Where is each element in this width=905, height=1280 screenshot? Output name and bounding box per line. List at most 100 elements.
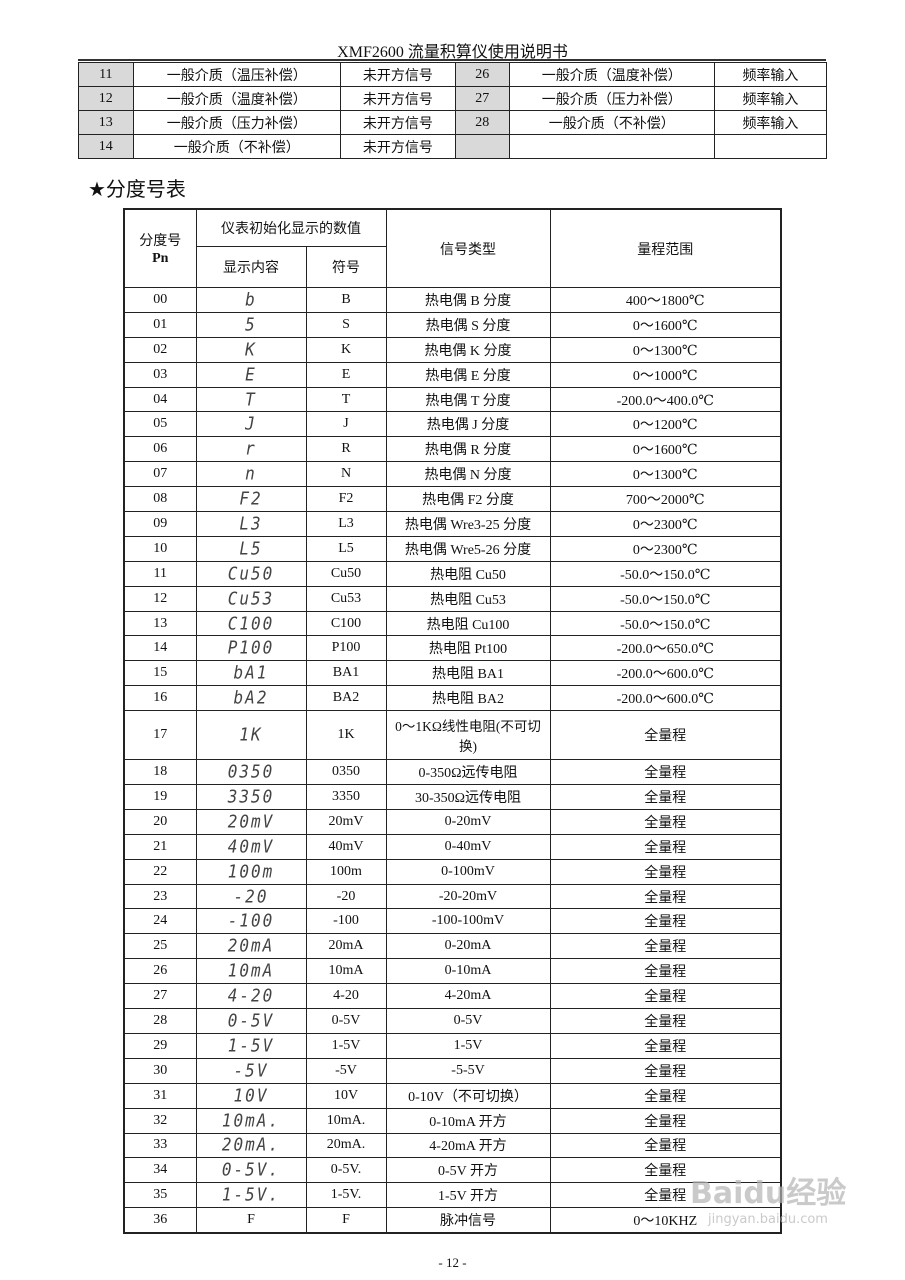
- signal-cell: 0～1KΩ线性电阻(不可切换): [385, 710, 551, 761]
- table-row: 11 一般介质（温压补偿） 未开方信号 26 一般介质（温度补偿） 频率输入: [78, 62, 828, 87]
- signal-cell: 4-20mA: [385, 983, 551, 1010]
- table-cell: 一般介质（温度补偿）: [132, 86, 341, 111]
- table-row: 03 E E 热电偶 E 分度 0～1000℃: [123, 361, 782, 388]
- signal-cell: 热电偶 N 分度: [385, 461, 551, 488]
- seven-segment-display: K: [245, 338, 257, 360]
- table-cell: [713, 134, 828, 159]
- pn-cell: 11: [123, 560, 197, 587]
- pn-cell: 28: [123, 1008, 197, 1034]
- symbol-cell: BA1: [305, 660, 387, 687]
- symbol-cell: R: [305, 436, 387, 463]
- range-cell: 0～1200℃: [549, 411, 782, 438]
- symbol-cell: F2: [305, 486, 387, 513]
- range-cell: 0～10KHZ: [549, 1207, 782, 1234]
- table-row: 02 K K 热电偶 K 分度 0～1300℃: [123, 336, 782, 363]
- display-cell: bA1: [195, 660, 307, 687]
- display-cell: J: [195, 411, 307, 438]
- range-cell: 全量程: [549, 1032, 782, 1059]
- signal-cell: 热电阻 Cu50: [385, 560, 551, 587]
- table-cell: 一般介质（压力补偿）: [132, 110, 341, 135]
- seven-segment-display: n: [245, 463, 257, 485]
- range-cell: 全量程: [549, 1008, 782, 1034]
- table-row: 14 一般介质（不补偿） 未开方信号: [78, 134, 828, 159]
- display-cell: 100m: [195, 858, 307, 885]
- pn-cell: 26: [123, 958, 197, 985]
- display-cell: 0-5V.: [195, 1157, 307, 1184]
- range-cell: 全量程: [549, 883, 782, 910]
- table-row: 12 Cu53 Cu53 热电阻 Cu53 -50.0～150.0℃: [123, 585, 782, 612]
- pn-cell: 29: [123, 1032, 197, 1059]
- signal-cell: 热电偶 R 分度: [385, 436, 551, 463]
- display-cell: Cu53: [195, 585, 307, 612]
- pn-cell: 24: [123, 908, 197, 935]
- range-cell: 700～2000℃: [549, 486, 782, 513]
- symbol-cell: B: [305, 287, 387, 313]
- symbol-cell: S: [305, 311, 387, 338]
- table-cell: 一般介质（压力补偿）: [508, 86, 715, 111]
- seven-segment-display: 100m: [227, 860, 275, 882]
- table-cell: 频率输入: [713, 110, 828, 135]
- header-init-display: 仪表初始化显示的数值: [195, 208, 387, 247]
- seven-segment-display: 20mA: [227, 935, 275, 957]
- pn-cell: 31: [123, 1082, 197, 1109]
- medium-type-table: 11 一般介质（温压补偿） 未开方信号 26 一般介质（温度补偿） 频率输入 12 一般介质（…: [78, 62, 828, 159]
- pn-cell: 09: [123, 511, 197, 537]
- pn-cell: 19: [123, 784, 197, 810]
- pn-cell: 35: [123, 1182, 197, 1209]
- table-row: 07 n N 热电偶 N 分度 0～1300℃: [123, 461, 782, 488]
- pn-cell: 07: [123, 461, 197, 488]
- display-cell: 3350: [195, 784, 307, 810]
- signal-cell: 0-350Ω远传电阻: [385, 759, 551, 786]
- table-row: 30 -5V -5V -5-5V 全量程: [123, 1057, 782, 1084]
- display-cell: 0350: [195, 759, 307, 786]
- seven-segment-display: -20: [233, 885, 269, 907]
- signal-cell: 0-10mA 开方: [385, 1107, 551, 1134]
- table-row: 18 0350 0350 0-350Ω远传电阻 全量程: [123, 759, 782, 786]
- seven-segment-display: r: [245, 438, 257, 460]
- symbol-cell: Cu53: [305, 585, 387, 612]
- table-cell: [454, 134, 510, 159]
- range-cell: 全量程: [549, 1082, 782, 1109]
- table-row: 05 J J 热电偶 J 分度 0～1200℃: [123, 411, 782, 438]
- symbol-cell: -100: [305, 908, 387, 935]
- signal-cell: 热电偶 S 分度: [385, 311, 551, 338]
- signal-cell: 热电阻 Pt100: [385, 635, 551, 662]
- symbol-cell: 10V: [305, 1082, 387, 1109]
- table-cell: 频率输入: [713, 86, 828, 111]
- pn-cell: 17: [123, 710, 197, 761]
- table-row: 34 0-5V. 0-5V. 0-5V 开方 全量程: [123, 1157, 782, 1184]
- table-row: 11 Cu50 Cu50 热电阻 Cu50 -50.0～150.0℃: [123, 560, 782, 587]
- range-cell: -50.0～150.0℃: [549, 610, 782, 637]
- symbol-cell: 20mA: [305, 933, 387, 960]
- pn-cell: 12: [123, 585, 197, 612]
- seven-segment-display: E: [245, 363, 257, 385]
- signal-cell: 热电偶 B 分度: [385, 287, 551, 313]
- display-cell: T: [195, 386, 307, 413]
- table-cell: 一般介质（温压补偿）: [132, 62, 341, 87]
- display-cell: P100: [195, 635, 307, 662]
- pn-cell: 18: [123, 759, 197, 786]
- seven-segment-display: 1K: [239, 724, 263, 746]
- table-row: 15 bA1 BA1 热电阻 BA1 -200.0～600.0℃: [123, 660, 782, 687]
- seven-segment-display: C100: [227, 612, 275, 634]
- table-cell: 未开方信号: [339, 86, 456, 111]
- display-cell: 1-5V: [195, 1032, 307, 1059]
- pn-cell: 16: [123, 685, 197, 712]
- signal-cell: 热电阻 Cu53: [385, 585, 551, 612]
- signal-cell: 4-20mA 开方: [385, 1132, 551, 1159]
- signal-cell: -5-5V: [385, 1057, 551, 1084]
- range-cell: 全量程: [549, 983, 782, 1010]
- table-row: 36 F F 脉冲信号 0～10KHZ: [123, 1207, 782, 1234]
- range-cell: 400～1800℃: [549, 287, 782, 313]
- signal-cell: 0-20mV: [385, 808, 551, 835]
- display-cell: 20mV: [195, 808, 307, 835]
- display-cell: 0-5V: [195, 1008, 307, 1034]
- seven-segment-display: Cu50: [227, 562, 275, 584]
- seven-segment-display: L3: [239, 513, 263, 534]
- table-row: 23 -20 -20 -20-20mV 全量程: [123, 883, 782, 910]
- seven-segment-display: Cu53: [227, 587, 275, 609]
- signal-cell: 0-10mA: [385, 958, 551, 985]
- symbol-cell: K: [305, 336, 387, 363]
- signal-cell: 0-20mA: [385, 933, 551, 960]
